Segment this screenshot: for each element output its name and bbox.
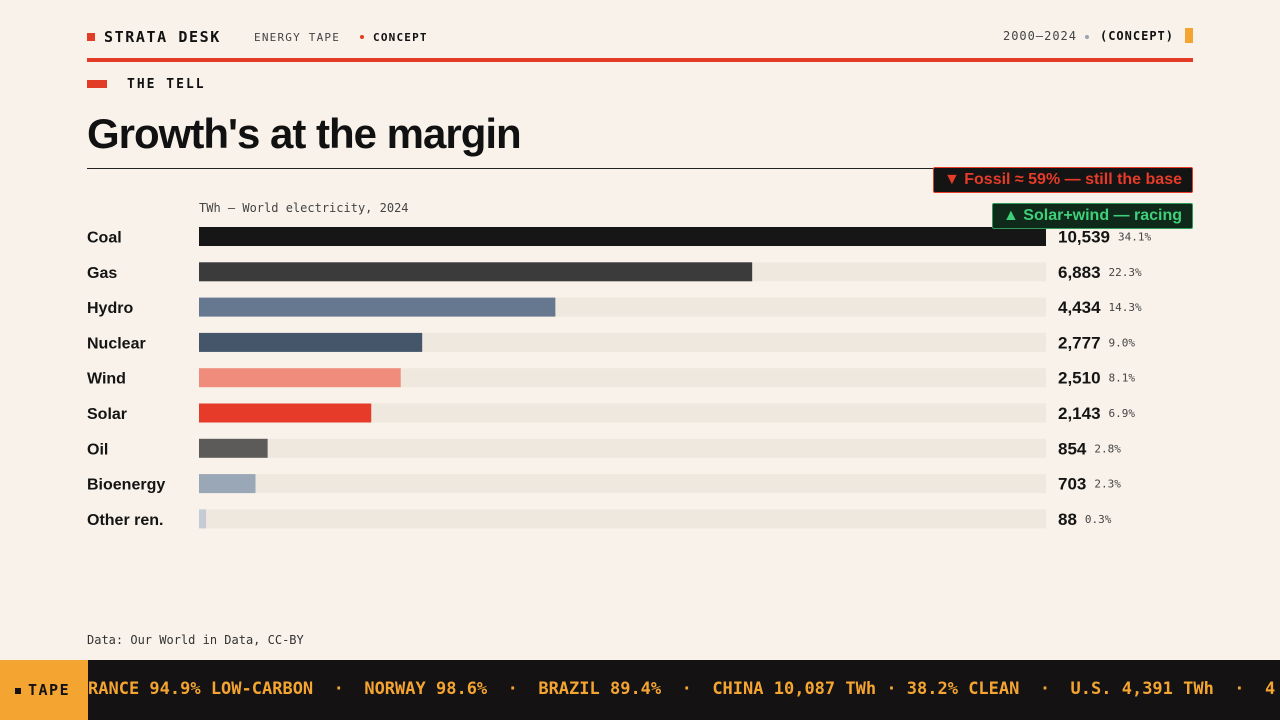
share-label-other-ren: 0.3% [1085, 513, 1112, 526]
date-range: 2000–2024 [1002, 29, 1077, 43]
masthead: STRATA DESK ENERGY TAPE CONCEPT 2000–202… [87, 28, 1193, 48]
value-label-wind: 2,510 [1058, 369, 1101, 388]
source-note: Data: Our World in Data, CC-BY [87, 633, 304, 647]
share-label-oil: 2.8% [1094, 442, 1121, 455]
chart-subtitle: TWh — World electricity, 2024 [199, 201, 409, 215]
top-rule [87, 58, 1193, 62]
share-label-gas: 22.3% [1109, 266, 1142, 279]
category-label-solar: Solar [87, 406, 127, 423]
ticker-dot-icon [15, 688, 21, 694]
category-label-coal: Coal [87, 230, 122, 247]
value-label-other-ren: 88 [1058, 510, 1077, 529]
bar-track-oil [199, 438, 1046, 458]
share-label-wind: 8.1% [1109, 372, 1136, 385]
share-label-nuclear: 9.0% [1109, 336, 1136, 349]
bar-nuclear [199, 332, 423, 352]
bar-coal [199, 227, 1046, 246]
bar-hydro [199, 297, 556, 317]
value-label-hydro: 4,434 [1058, 298, 1101, 317]
ticker-track: RANCE 94.9% LOW-CARBON · NORWAY 98.6% · … [88, 660, 1280, 720]
separator-dot-icon [1085, 35, 1089, 39]
category-label-other-ren: Other ren. [87, 512, 163, 529]
value-label-solar: 2,143 [1058, 404, 1101, 423]
share-label-coal: 34.1% [1118, 231, 1151, 244]
bar-bioenergy [199, 474, 256, 494]
title-rule [87, 168, 1193, 169]
category-label-bioenergy: Bioenergy [87, 477, 165, 494]
kicker-mark-icon [87, 80, 107, 88]
ticker-bar: TAPE RANCE 94.9% LOW-CARBON · NORWAY 98.… [0, 660, 1280, 720]
value-label-bioenergy: 703 [1058, 475, 1086, 494]
brand-mark-icon [87, 33, 95, 41]
section-label: ENERGY TAPE [254, 31, 341, 44]
category-label-nuclear: Nuclear [87, 335, 146, 352]
bar-wind [199, 368, 401, 388]
renewables-callout: ▲ Solar+wind — racing [992, 203, 1193, 229]
amber-mark-icon [1185, 28, 1193, 43]
brand-name: STRATA DESK [104, 28, 221, 46]
bar-track-other-ren [199, 509, 1046, 529]
category-label-wind: Wind [87, 371, 126, 388]
separator-dot-icon [360, 35, 364, 39]
bar-track-solar [199, 403, 1046, 423]
share-label-solar: 6.9% [1109, 407, 1136, 420]
category-label-gas: Gas [87, 265, 117, 282]
bar-track-bioenergy [199, 474, 1046, 494]
bar-gas [199, 262, 753, 282]
bar-oil [199, 438, 268, 458]
ticker-tag: TAPE [0, 660, 88, 720]
value-label-gas: 6,883 [1058, 263, 1101, 282]
value-label-coal: 10,539 [1058, 228, 1110, 247]
concept-tag: CONCEPT [373, 31, 428, 44]
share-label-bioenergy: 2.3% [1094, 478, 1121, 491]
kicker-label: THE TELL [127, 77, 206, 92]
ticker-text: RANCE 94.9% LOW-CARBON · NORWAY 98.6% · … [88, 679, 1276, 699]
category-label-oil: Oil [87, 441, 108, 458]
range-tag: (CONCEPT) [1099, 29, 1174, 43]
page-title: Growth's at the margin [87, 110, 522, 157]
bar-solar [199, 403, 372, 423]
fossil-callout: ▼ Fossil ≈ 59% — still the base [932, 167, 1193, 193]
bar-track-wind [199, 368, 1046, 388]
ticker-label: TAPE [28, 681, 71, 699]
value-label-nuclear: 2,777 [1058, 333, 1101, 352]
category-label-hydro: Hydro [87, 300, 133, 317]
share-label-hydro: 14.3% [1109, 301, 1142, 314]
bar-other-ren [199, 509, 207, 529]
value-label-oil: 854 [1058, 439, 1087, 458]
